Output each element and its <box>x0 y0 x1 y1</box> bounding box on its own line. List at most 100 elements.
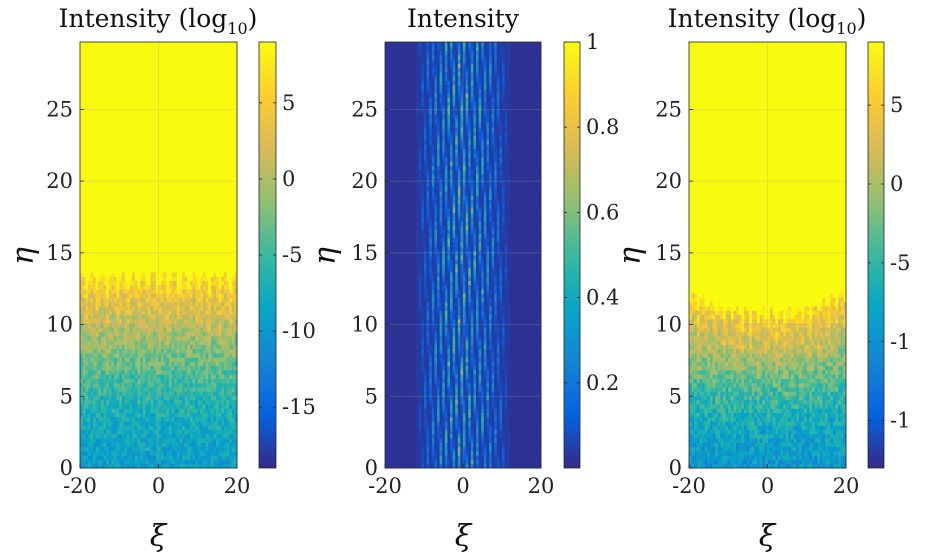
heatmap-cell <box>103 289 107 294</box>
heatmap-cell <box>234 335 238 341</box>
heatmap-cell <box>202 157 206 162</box>
heatmap-cell <box>218 374 222 379</box>
heatmap-cell <box>226 250 230 256</box>
heatmap-cell <box>200 433 204 439</box>
heatmap-cell <box>153 348 157 354</box>
heatmap-cell <box>119 131 123 137</box>
heatmap-cell <box>124 370 128 375</box>
heatmap-cell <box>155 391 159 396</box>
heatmap-cell <box>134 412 138 418</box>
heatmap-cell <box>145 272 149 277</box>
heatmap-cell <box>134 438 138 443</box>
heatmap-cell <box>85 216 89 222</box>
heatmap-cell <box>158 442 162 448</box>
heatmap-cell <box>132 463 136 469</box>
heatmap-cell <box>153 276 157 281</box>
heatmap-cell <box>148 182 152 188</box>
heatmap-cell <box>216 442 220 448</box>
heatmap-cell <box>210 246 214 252</box>
heatmap-cell <box>166 416 170 422</box>
heatmap-cell <box>171 361 175 367</box>
heatmap-cell <box>145 280 149 286</box>
heatmap-cell <box>226 186 230 192</box>
heatmap-cell <box>229 361 233 367</box>
heatmap-cell <box>103 335 107 341</box>
heatmap-cell <box>82 208 86 213</box>
heatmap-cell <box>98 157 102 162</box>
heatmap-cell <box>129 399 133 405</box>
heatmap-cell <box>93 314 97 320</box>
heatmap-cell <box>132 318 136 324</box>
heatmap-cell <box>119 174 123 179</box>
heatmap-cell <box>106 255 110 260</box>
heatmap-cell <box>90 365 94 371</box>
heatmap-cell <box>171 250 175 256</box>
heatmap-cell <box>229 429 233 435</box>
heatmap-cell <box>216 374 220 379</box>
heatmap-cell <box>189 429 193 435</box>
heatmap-cell <box>200 301 204 307</box>
heatmap-cell <box>161 387 165 392</box>
heatmap-cell <box>124 127 128 132</box>
heatmap-cell <box>111 306 115 311</box>
heatmap-cell <box>168 404 172 409</box>
heatmap-cell <box>93 310 97 316</box>
heatmap-cell <box>142 178 146 183</box>
heatmap-cell <box>231 391 235 396</box>
heatmap-cell <box>145 395 149 401</box>
heatmap-cell <box>182 139 186 145</box>
heatmap-cell <box>221 242 225 247</box>
heatmap-cell <box>108 182 112 188</box>
heatmap-cell <box>189 276 193 281</box>
heatmap-cell <box>93 169 97 175</box>
heatmap-cell <box>166 293 170 298</box>
heatmap-cell <box>155 323 159 328</box>
heatmap-cell <box>168 225 172 230</box>
heatmap-cell <box>231 225 235 230</box>
heatmap-cell <box>155 387 159 392</box>
heatmap-cell <box>95 139 99 145</box>
heatmap-cell <box>231 365 235 371</box>
heatmap-cell <box>124 297 128 303</box>
heatmap-cell <box>119 208 123 213</box>
heatmap-cell <box>197 246 201 252</box>
heatmap-cell <box>161 208 165 213</box>
heatmap-cell <box>218 250 222 256</box>
heatmap-cell <box>80 284 84 290</box>
heatmap-cell <box>85 250 89 256</box>
heatmap-cell <box>205 429 209 435</box>
heatmap-cell <box>134 272 138 277</box>
heatmap-cell <box>234 412 238 418</box>
heatmap-cell <box>163 237 167 243</box>
heatmap-cell <box>140 446 144 452</box>
heatmap-cell <box>148 323 152 328</box>
heatmap-cell <box>100 378 104 384</box>
heatmap-cell <box>179 139 183 145</box>
heatmap-cell <box>142 455 146 460</box>
heatmap-cell <box>80 289 84 294</box>
heatmap-cell <box>213 259 217 264</box>
heatmap-cell <box>134 250 138 256</box>
heatmap-cell <box>127 408 131 414</box>
heatmap-cell <box>95 186 99 192</box>
heatmap-cell <box>208 212 212 218</box>
heatmap-cell <box>145 242 149 247</box>
heatmap-cell <box>229 455 233 460</box>
heatmap-cell <box>202 310 206 316</box>
heatmap-cell <box>210 348 214 354</box>
heatmap-cell <box>221 122 225 128</box>
heatmap-cell <box>114 438 118 443</box>
heatmap-cell <box>100 139 104 145</box>
heatmap-cell <box>124 450 128 456</box>
heatmap-cell <box>208 237 212 243</box>
heatmap-cell <box>119 259 123 264</box>
heatmap-cell <box>189 318 193 324</box>
heatmap-cell <box>166 263 170 269</box>
heatmap-cell <box>195 446 199 452</box>
heatmap-cell <box>145 438 149 443</box>
heatmap-cell <box>93 442 97 448</box>
heatmap-cell <box>116 250 120 256</box>
heatmap-cell <box>129 352 133 358</box>
heatmap-cell <box>121 255 125 260</box>
